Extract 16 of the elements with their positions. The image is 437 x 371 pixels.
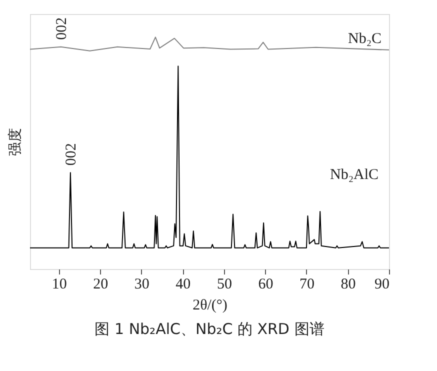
text: 图 1 Nb₂AlC、Nb₂C 的 XRD 图谱 xyxy=(94,320,324,338)
text: Nb₂AlC xyxy=(330,167,379,183)
x-tick-label: 50 xyxy=(216,276,232,292)
x-tick-label: 90 xyxy=(374,276,390,292)
annotation: 002 xyxy=(63,143,80,166)
annotation: 002 xyxy=(54,17,70,40)
y-axis-title: 强度 xyxy=(8,128,24,156)
x-tick-label: 10 xyxy=(52,276,67,292)
series-label: Nb₂C xyxy=(348,31,382,47)
x-tick-label: 30 xyxy=(134,276,150,292)
x-tick-label: 40 xyxy=(176,276,191,292)
x-tick-label: 80 xyxy=(340,276,356,292)
x-axis-title: 2θ/(°) xyxy=(192,298,228,314)
x-tick-label: 20 xyxy=(93,276,108,292)
x-tick-label: 70 xyxy=(299,276,314,292)
x-tick-label: 60 xyxy=(258,276,274,292)
